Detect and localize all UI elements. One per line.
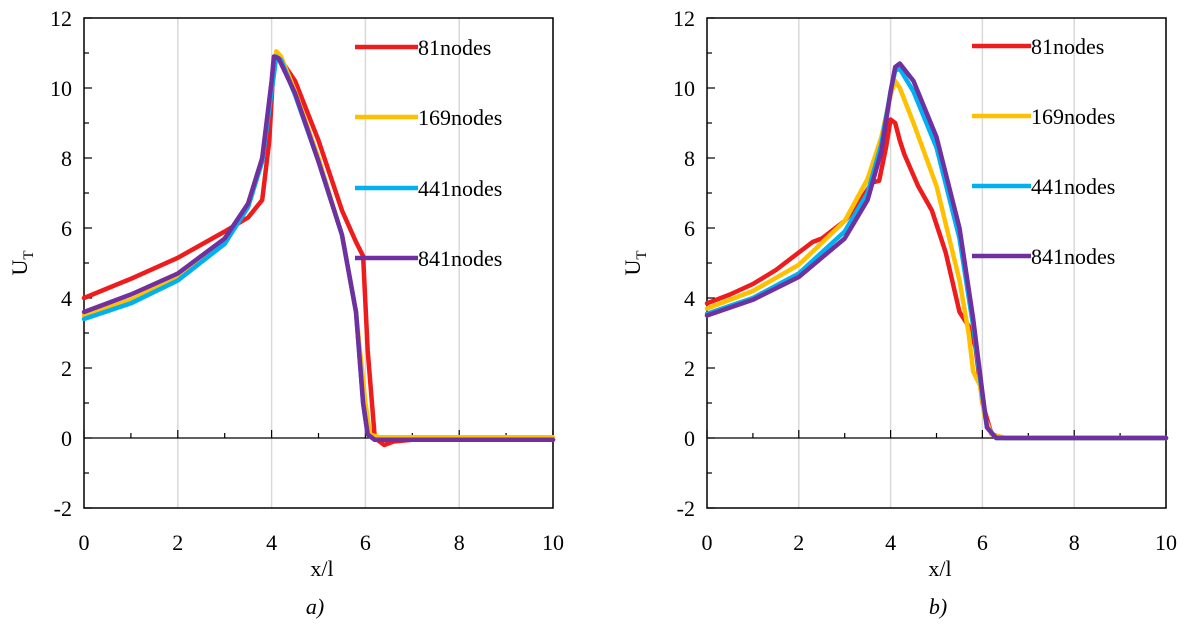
chart-caption: b) [929,594,947,619]
y-tick-label: 12 [50,6,72,31]
series-line-841nodes [81,54,556,443]
y-tick-label: 6 [684,216,695,241]
chart-b: -2 0 2 4 6 8 10 12 0 2 4 6 8 10 x/l UT b) 81nodes 169nodes… [620,6,1177,619]
y-tick-label: 4 [684,286,695,311]
y-tick-label: 10 [673,76,695,101]
legend-label-841nodes: 841nodes [1031,244,1115,269]
y-axis-title: UT [7,250,37,275]
legend-label-441nodes: 441nodes [1031,174,1115,199]
x-tick-label: 2 [793,530,804,555]
legend-label-441nodes: 441nodes [418,176,502,201]
x-tick-label: 0 [702,530,713,555]
y-tick-label: 2 [61,356,72,381]
x-tick-label: 4 [885,530,896,555]
series-line-841nodes [704,61,1169,441]
x-tick-label: 0 [79,530,90,555]
y-tick-label: 2 [684,356,695,381]
legend-label-841nodes: 841nodes [418,246,502,271]
y-tick-label: 0 [61,426,72,451]
x-axis-title: x/l [310,556,333,581]
y-tick-label: 12 [673,6,695,31]
y-tick-label: 0 [684,426,695,451]
x-tick-label: 2 [172,530,183,555]
x-tick-label: 10 [1155,530,1177,555]
x-tick-label: 6 [360,530,371,555]
y-tick-label: 8 [61,146,72,171]
x-tick-label: 8 [1069,530,1080,555]
legend-label-81nodes: 81nodes [1031,34,1104,59]
x-tick-label: 8 [454,530,465,555]
y-axis-title: UT [620,250,650,275]
y-tick-label: -2 [677,496,695,521]
chart-caption: a) [306,594,324,619]
x-tick-label: 4 [266,530,277,555]
legend-label-169nodes: 169nodes [418,105,502,130]
y-tick-label: 10 [50,76,72,101]
x-tick-label: 10 [542,530,564,555]
x-tick-label: 6 [977,530,988,555]
y-tick-label: -2 [54,496,72,521]
legend-label-81nodes: 81nodes [418,35,491,60]
y-tick-label: 4 [61,286,72,311]
y-tick-label: 6 [61,216,72,241]
y-tick-label: 8 [684,146,695,171]
legend-label-169nodes: 169nodes [1031,104,1115,129]
x-axis-title: x/l [928,556,951,581]
chart-a: -2 0 2 4 6 8 10 12 0 2 4 6 8 10 x/l UT a) 81nodes 169nodes… [7,6,564,619]
